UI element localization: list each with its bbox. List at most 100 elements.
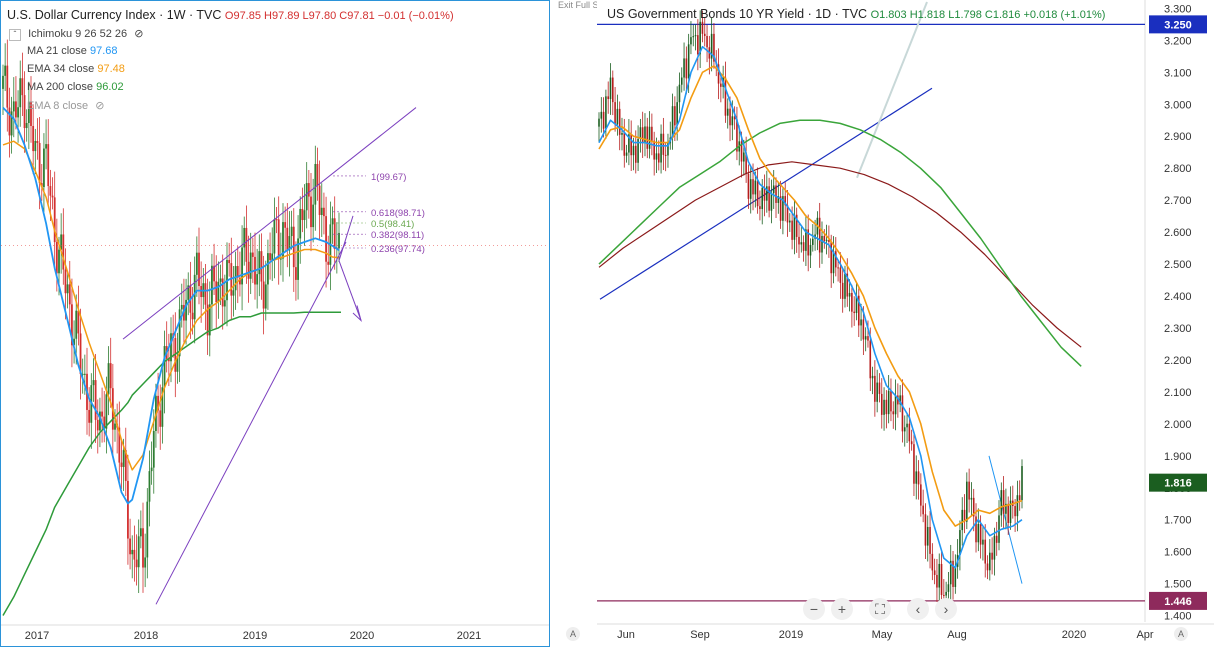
dxy-candle-body	[99, 411, 101, 431]
us10y-y-tick-label: 2.600	[1164, 227, 1192, 239]
dxy-candle-body	[195, 252, 198, 275]
eye-hidden-icon[interactable]: ⊘	[95, 100, 105, 112]
dxy-candle-body	[75, 310, 78, 339]
us10y-candle-body	[763, 187, 766, 201]
dxy-candle-body	[15, 101, 17, 118]
dxy-chart-panel[interactable]: 104.00103.00102.00101.00100.0099.0098.00…	[0, 0, 580, 648]
us10y-candle-body	[924, 514, 927, 546]
us10y-candle-body	[761, 187, 764, 210]
us10y-candle-body	[943, 594, 945, 596]
us10y-candle-body	[874, 375, 876, 402]
us10y-gray-trend-line	[856, 1, 928, 179]
dxy-candle-body	[264, 284, 267, 309]
dxy-candle-body	[295, 267, 297, 280]
us10y-candle-body	[680, 77, 683, 85]
dxy-candle-body	[161, 387, 164, 427]
dxy-candle-body	[187, 285, 190, 300]
us10y-candle-body	[618, 108, 621, 135]
us10y-candle-body	[917, 471, 920, 485]
us10y-candle-body	[906, 423, 908, 428]
us10y-candle-body	[954, 566, 957, 587]
us10y-candle-body	[853, 311, 855, 314]
chevron-up-icon[interactable]: ˆ	[9, 29, 21, 41]
dxy-candle-body	[135, 559, 138, 568]
dxy-candle-body	[314, 163, 317, 205]
us10y-candle-body	[1007, 503, 1010, 524]
us10y-candle-body	[878, 382, 881, 394]
us10y-candle-body	[1016, 495, 1019, 517]
dxy-candle-body	[228, 259, 231, 264]
us10y-x-tick-label: 2020	[1062, 629, 1086, 641]
dxy-candle-body	[320, 207, 323, 215]
dxy-candle-body	[327, 261, 330, 265]
us10y-candle-body	[634, 145, 637, 163]
dxy-candle-body	[282, 222, 284, 259]
dxy-candle-body	[206, 304, 209, 336]
dxy-candle-body	[92, 380, 95, 386]
us10y-chart-canvas[interactable]: 3.300 3.200 3.100 3.000 2.900 2.800 2.700 2.600…	[597, 0, 1214, 647]
us10y-candle-body	[963, 509, 966, 522]
arrow-down-icon	[352, 305, 362, 323]
dxy-candle-body	[36, 140, 39, 143]
us10y-candle-body	[821, 235, 823, 253]
dxy-candle-body	[137, 536, 140, 568]
us10y-candle-body	[968, 481, 970, 500]
us10y-y-tick-label: 3.100	[1164, 67, 1192, 79]
dxy-candle-body	[176, 356, 179, 372]
us10y-candle-body	[628, 134, 630, 153]
dxy-candle-body	[163, 346, 166, 388]
legend-ma21[interactable]: MA 21 close 97.68	[27, 45, 118, 57]
us10y-orange-ma-line	[598, 65, 1023, 527]
us10y-candle-body	[646, 126, 649, 149]
us10y-candle-body	[880, 393, 883, 415]
us10y-last-price-tag	[1149, 473, 1207, 492]
dxy-candle-body	[249, 252, 252, 279]
us10y-y-tick-label: 2.800	[1164, 163, 1192, 175]
scroll-left-button[interactable]: ‹	[907, 598, 929, 620]
legend-ma200[interactable]: MA 200 close 96.02	[27, 81, 124, 93]
legend-ma21-value: 97.68	[89, 45, 118, 57]
scroll-right-button[interactable]: ›	[935, 598, 957, 620]
us10y-y-tick-label: 1.400	[1164, 611, 1192, 623]
zoom-in-button[interactable]: +	[831, 598, 853, 620]
dxy-candle-body	[208, 304, 211, 336]
dxy-candle-body	[38, 142, 41, 184]
us10y-candle-body	[706, 35, 708, 48]
us10y-ohlc-readout: O1.803 H1.818 L1.798 C1.816 +0.018 (+1.0…	[870, 9, 1106, 21]
us10y-candle-body	[694, 35, 697, 37]
legend-ema8[interactable]: EMA 8 close ⊘	[27, 99, 104, 112]
us10y-candle-body	[685, 58, 688, 79]
us10y-chart-panel[interactable]: 3.300 3.200 3.100 3.000 2.900 2.800 2.700 2.600…	[597, 0, 1214, 647]
us10y-y-tick-label: 2.100	[1164, 387, 1192, 399]
us10y-candle-body	[717, 64, 720, 84]
us10y-candle-body	[903, 427, 906, 432]
dxy-candle-body	[213, 265, 215, 282]
us10y-candle-body	[768, 186, 770, 211]
us10y-y-tick-label: 1.700	[1164, 515, 1192, 527]
us10y-candle-body	[662, 133, 665, 155]
dxy-candle-body	[150, 467, 153, 472]
us10y-candle-body	[600, 111, 603, 119]
us10y-auto-scale-button[interactable]: A	[1174, 627, 1188, 641]
legend-ema34[interactable]: EMA 34 close 97.48	[27, 63, 125, 75]
dxy-chart-canvas[interactable]: 104.00103.00102.00101.00100.0099.0098.00…	[1, 1, 551, 648]
dxy-candle-body	[284, 222, 287, 228]
us10y-chart-title: US Government Bonds 10 YR Yield · 1D · T…	[607, 7, 1105, 21]
dxy-x-tick-label: 2017	[25, 630, 49, 642]
dxy-candle-body	[318, 185, 321, 215]
us10y-candle-body	[936, 574, 938, 588]
us10y-candle-body	[770, 193, 773, 211]
legend-ichimoku[interactable]: ˆ Ichimoku 9 26 52 26 ⊘	[9, 27, 143, 41]
us10y-y-tick-label: 2.700	[1164, 195, 1192, 207]
dxy-candle-body	[124, 450, 127, 481]
eye-hidden-icon[interactable]: ⊘	[134, 28, 144, 40]
dxy-candle-body	[269, 253, 271, 261]
dxy-candle-body	[58, 249, 60, 274]
us10y-candle-body	[683, 58, 685, 78]
us10y-candle-body	[982, 539, 984, 545]
dxy-candle-body	[32, 125, 35, 152]
zoom-out-button[interactable]: −	[803, 598, 825, 620]
reset-chart-button[interactable]: ⛶	[869, 598, 891, 620]
us10y-candle-body	[977, 523, 980, 543]
dxy-auto-scale-button[interactable]: A	[566, 627, 580, 641]
